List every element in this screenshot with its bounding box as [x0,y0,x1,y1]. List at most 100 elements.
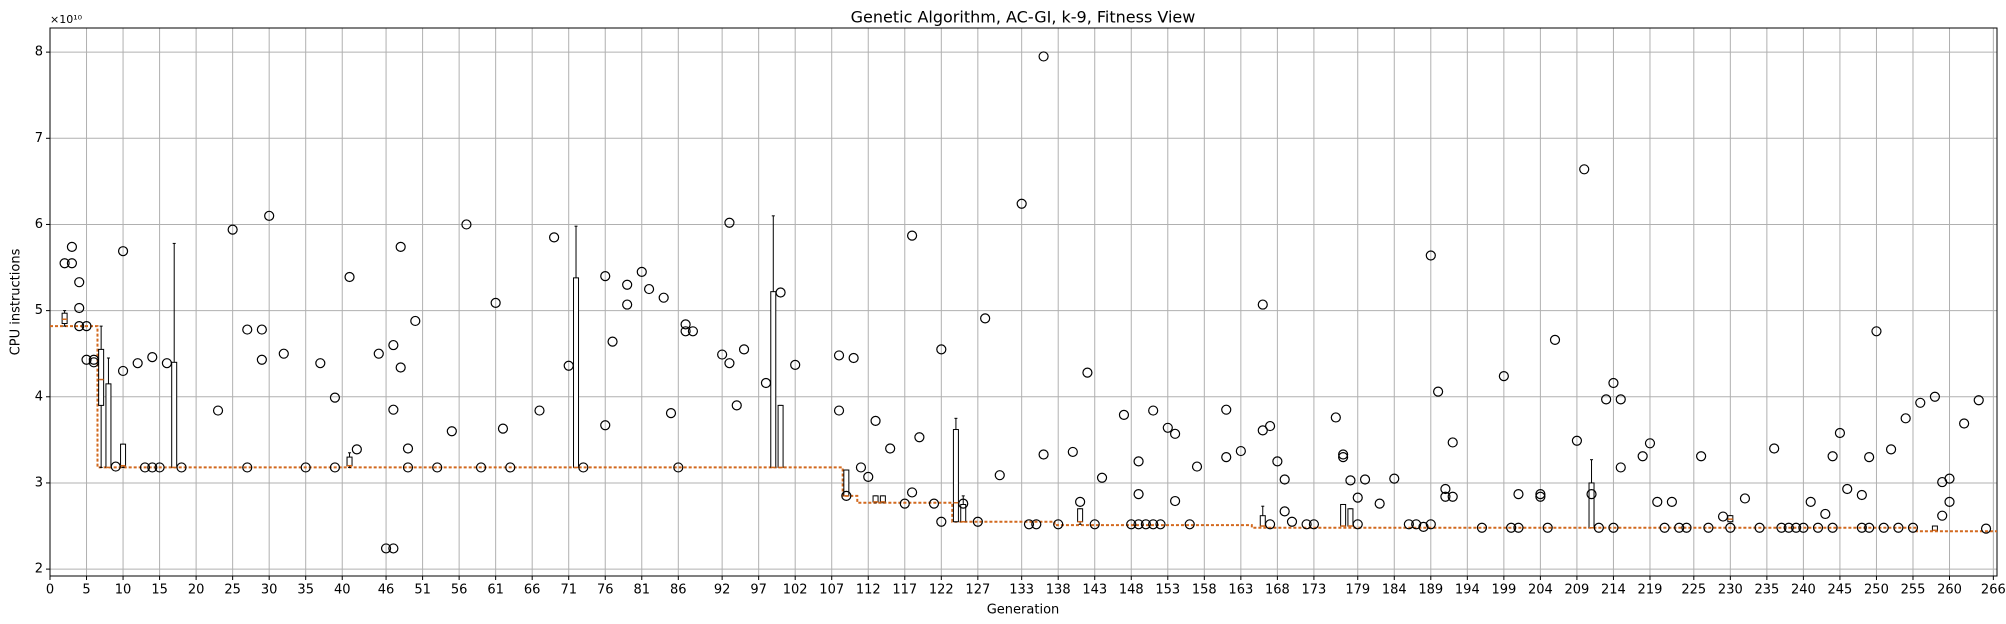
x-tick-label: 189 [1418,583,1443,598]
outlier [636,266,647,277]
outlier [1812,522,1824,533]
outlier [1403,519,1414,530]
box [120,443,127,467]
outlier [980,313,991,324]
outlier [622,279,633,290]
y-axis-label: CPU instructions [9,248,24,355]
chart-title: Genetic Algorithm, AC-GI, k-9, Fitness V… [851,8,1196,27]
outlier [1615,394,1626,405]
outlier [549,232,560,243]
outlier [958,498,969,509]
outlier [534,405,545,416]
outlier [1338,451,1349,463]
x-tick-label: 173 [1301,583,1326,598]
outlier [994,470,1005,481]
outlier [1169,428,1181,439]
outlier [139,462,151,473]
outlier [885,443,896,454]
x-tick-label: 168 [1265,583,1290,598]
outlier [1411,519,1422,530]
outlier [490,297,501,308]
outlier [1980,523,1992,534]
outlier [607,336,618,347]
box [98,348,105,406]
outlier [1118,409,1130,420]
outlier [402,462,414,473]
x-tick-label: 66 [524,583,541,598]
x-tick-label: 255 [1901,583,1926,598]
outlier [1447,437,1458,448]
outlier [74,321,85,332]
outlier [344,271,355,283]
outlier [760,377,772,389]
outlier [1053,519,1064,530]
outlier [1674,522,1685,533]
outlier [1352,492,1363,503]
outlier [870,415,881,427]
box [879,495,886,503]
outlier [1856,522,1867,533]
outlier [1301,519,1312,530]
x-tick-label: 225 [1681,583,1706,598]
box [61,312,68,325]
x-tick-label: 20 [188,583,205,598]
outlier [1221,404,1232,415]
box [960,503,967,523]
outlier [227,224,238,235]
outlier [1264,519,1276,530]
outlier [1827,451,1838,462]
outlier [1754,522,1765,533]
outlier [1915,397,1926,408]
y-offset-label: ×10¹⁰ [50,13,83,26]
outlier [775,287,786,298]
outlier [1330,412,1341,423]
outlier [1929,391,1941,402]
outlier [329,462,341,473]
x-tick-label: 76 [597,583,614,598]
outlier [1096,472,1108,483]
outlier [1535,491,1546,502]
outlier [833,405,845,416]
outlier [833,350,845,361]
outlier [1827,522,1838,533]
x-tick-label: 199 [1491,583,1516,598]
box [1347,508,1354,527]
outlier [176,462,187,473]
outlier [351,444,362,455]
x-tick-label: 81 [633,583,650,598]
outlier [1272,456,1283,467]
outlier [1140,519,1151,530]
outlier [1805,496,1816,507]
outlier [1725,522,1736,533]
outlier [1345,475,1356,486]
outlier [1703,522,1714,533]
x-tick-label: 5 [82,583,90,598]
outlier [1593,522,1604,533]
outlier [1221,451,1232,463]
outlier [1148,519,1159,530]
outlier [117,246,129,257]
outlier [1155,519,1166,530]
outlier [1082,367,1093,378]
outlier [1038,51,1049,62]
outlier [1944,473,1955,484]
outlier [373,348,384,359]
x-tick-label: 117 [892,583,917,598]
x-tick-label: 260 [1937,583,1962,598]
outlier [242,324,253,335]
outlier [936,516,947,527]
box [171,361,178,468]
x-tick-label: 30 [261,583,278,598]
outlier [1031,519,1042,530]
x-axis-label: Generation [987,603,1060,618]
box [872,495,879,503]
outlier [1601,394,1612,405]
outlier [600,271,611,282]
outlier [1089,519,1100,530]
outlier [717,349,728,360]
outlier [1798,522,1809,533]
x-tick-label: 266 [1981,583,2006,598]
outlier [1133,456,1144,467]
outlier [1023,519,1035,530]
